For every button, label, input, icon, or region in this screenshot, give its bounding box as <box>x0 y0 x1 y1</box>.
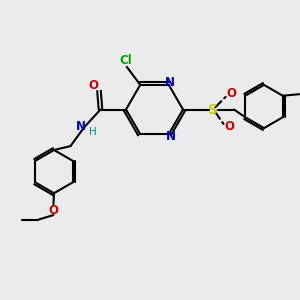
Text: H: H <box>88 127 96 137</box>
Text: O: O <box>88 79 99 92</box>
Text: Cl: Cl <box>119 54 132 67</box>
Text: O: O <box>226 87 236 101</box>
Text: O: O <box>48 204 59 217</box>
Text: N: N <box>165 76 175 89</box>
Text: N: N <box>166 130 176 143</box>
Text: N: N <box>76 119 86 133</box>
Text: O: O <box>224 120 234 134</box>
Text: S: S <box>208 103 218 116</box>
